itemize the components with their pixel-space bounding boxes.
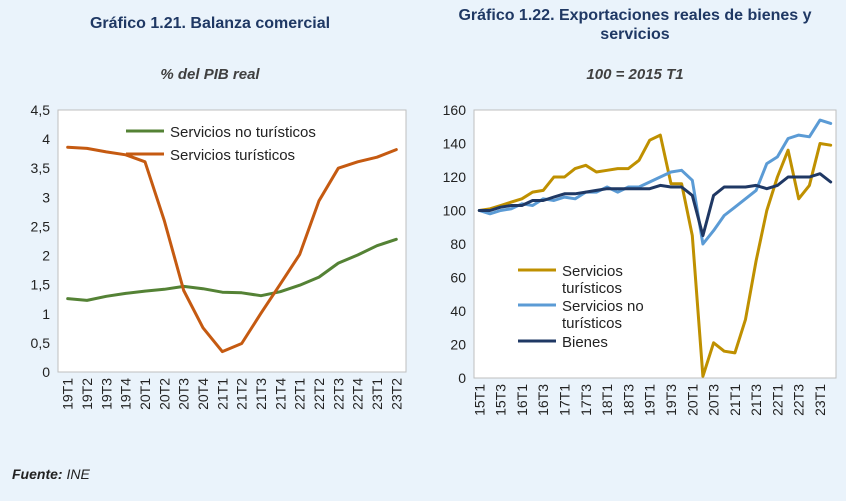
chart-subtitle: % del PIB real xyxy=(160,66,260,83)
y-tick-label: 2 xyxy=(42,248,50,264)
x-tick-label: 16T1 xyxy=(514,384,530,416)
series-line-bienes xyxy=(477,172,833,238)
x-tick-label: 19T2 xyxy=(79,378,95,410)
legend-label-servicios-no-turisticos: turísticos xyxy=(562,315,622,332)
x-tick-label: 20T1 xyxy=(137,378,153,410)
x-tick-label: 17T1 xyxy=(557,384,573,416)
chart-title: Gráfico 1.21. Balanza comercial xyxy=(89,15,331,32)
x-tick-label: 23T1 xyxy=(369,378,385,410)
x-tick-label: 21T4 xyxy=(272,378,288,410)
y-tick-label: 1,5 xyxy=(31,277,51,293)
chart-panel-balanza: Gráfico 1.21. Balanza comercial % del PI… xyxy=(0,0,420,460)
chart-title: Gráfico 1.22. Exportaciones reales de bi… xyxy=(458,7,812,43)
y-tick-label: 4,5 xyxy=(31,102,51,118)
y-tick-label: 80 xyxy=(450,236,466,252)
x-tick-label: 22T3 xyxy=(791,384,807,416)
x-tick-label: 19T3 xyxy=(98,378,114,410)
y-tick-label: 120 xyxy=(443,169,467,185)
x-tick-label: 23T1 xyxy=(812,384,828,416)
chart-panel-exportaciones: Gráfico 1.22. Exportaciones reales de bi… xyxy=(424,0,846,460)
x-tick-label: 21T1 xyxy=(727,384,743,416)
y-tick-label: 2,5 xyxy=(31,218,51,234)
x-tick-label: 20T3 xyxy=(706,384,722,416)
legend-label-servicios-no-turisticos: Servicios no xyxy=(562,298,644,315)
x-tick-label: 20T1 xyxy=(684,384,700,416)
legend-label-servicios-turisticos: Servicios turísticos xyxy=(170,147,295,164)
y-tick-label: 0 xyxy=(42,364,50,380)
x-tick-label: 23T2 xyxy=(388,378,404,410)
y-tick-label: 4 xyxy=(42,131,50,147)
x-tick-label: 17T3 xyxy=(578,384,594,416)
legend-label-servicios-turisticos: turísticos xyxy=(562,280,622,297)
y-tick-label: 160 xyxy=(443,102,467,118)
x-tick-label: 15T1 xyxy=(471,384,487,416)
x-tick-label: 21T2 xyxy=(234,378,250,410)
series-line-servicios-no-turisticos xyxy=(66,237,398,302)
x-tick-label: 18T3 xyxy=(620,384,636,416)
x-tick-label: 20T3 xyxy=(176,378,192,410)
x-tick-label: 19T4 xyxy=(118,378,134,410)
x-tick-label: 22T2 xyxy=(311,378,327,410)
x-tick-label: 22T1 xyxy=(769,384,785,416)
x-tick-label: 22T1 xyxy=(292,378,308,410)
x-tick-label: 15T3 xyxy=(493,384,509,416)
x-tick-label: 21T3 xyxy=(748,384,764,416)
series-line-servicios-no-turisticos xyxy=(477,118,833,246)
y-tick-label: 40 xyxy=(450,303,466,319)
y-tick-label: 0 xyxy=(458,370,466,386)
balanza-line-chart: 0 0,5 1 1,5 2 2,5 3 3,5 4 4,5 19T1 19T2 19T3 19T4 20T1… xyxy=(31,102,407,410)
x-tick-label: 19T1 xyxy=(60,378,76,410)
y-tick-label: 3,5 xyxy=(31,160,51,176)
y-tick-label: 100 xyxy=(443,203,467,219)
x-tick-label: 21T3 xyxy=(253,378,269,410)
legend-label-bienes: Bienes xyxy=(562,334,608,351)
y-tick-label: 1 xyxy=(42,306,50,322)
series-line-servicios-turisticos xyxy=(477,133,833,378)
x-tick-label: 22T4 xyxy=(350,378,366,410)
chart-subtitle: 100 = 2015 T1 xyxy=(586,66,684,83)
legend-label-servicios-no-turisticos: Servicios no turísticos xyxy=(170,124,316,141)
y-tick-label: 0,5 xyxy=(31,335,51,351)
x-tick-label: 22T3 xyxy=(330,378,346,410)
x-tick-label: 19T1 xyxy=(642,384,658,416)
series-line-servicios-turisticos xyxy=(66,145,398,354)
y-tick-label: 20 xyxy=(450,337,466,353)
x-tick-label: 19T3 xyxy=(663,384,679,416)
y-tick-label: 3 xyxy=(42,189,50,205)
x-tick-label: 20T2 xyxy=(156,378,172,410)
y-tick-label: 60 xyxy=(450,270,466,286)
legend-label-servicios-turisticos: Servicios xyxy=(562,263,623,280)
x-tick-label: 18T1 xyxy=(599,384,615,416)
x-tick-label: 20T4 xyxy=(195,378,211,410)
source-label: Fuente: xyxy=(12,466,63,482)
exportaciones-line-chart: 0 20 40 60 80 100 120 140 160 15T1 15T3 16T1 16T3 17T… xyxy=(443,102,837,416)
source-value: INE xyxy=(66,466,90,482)
plot-area xyxy=(473,109,837,379)
y-tick-label: 140 xyxy=(443,136,467,152)
x-tick-label: 16T3 xyxy=(535,384,551,416)
x-tick-label: 21T1 xyxy=(214,378,230,410)
source-note: Fuente: INE xyxy=(12,466,90,482)
